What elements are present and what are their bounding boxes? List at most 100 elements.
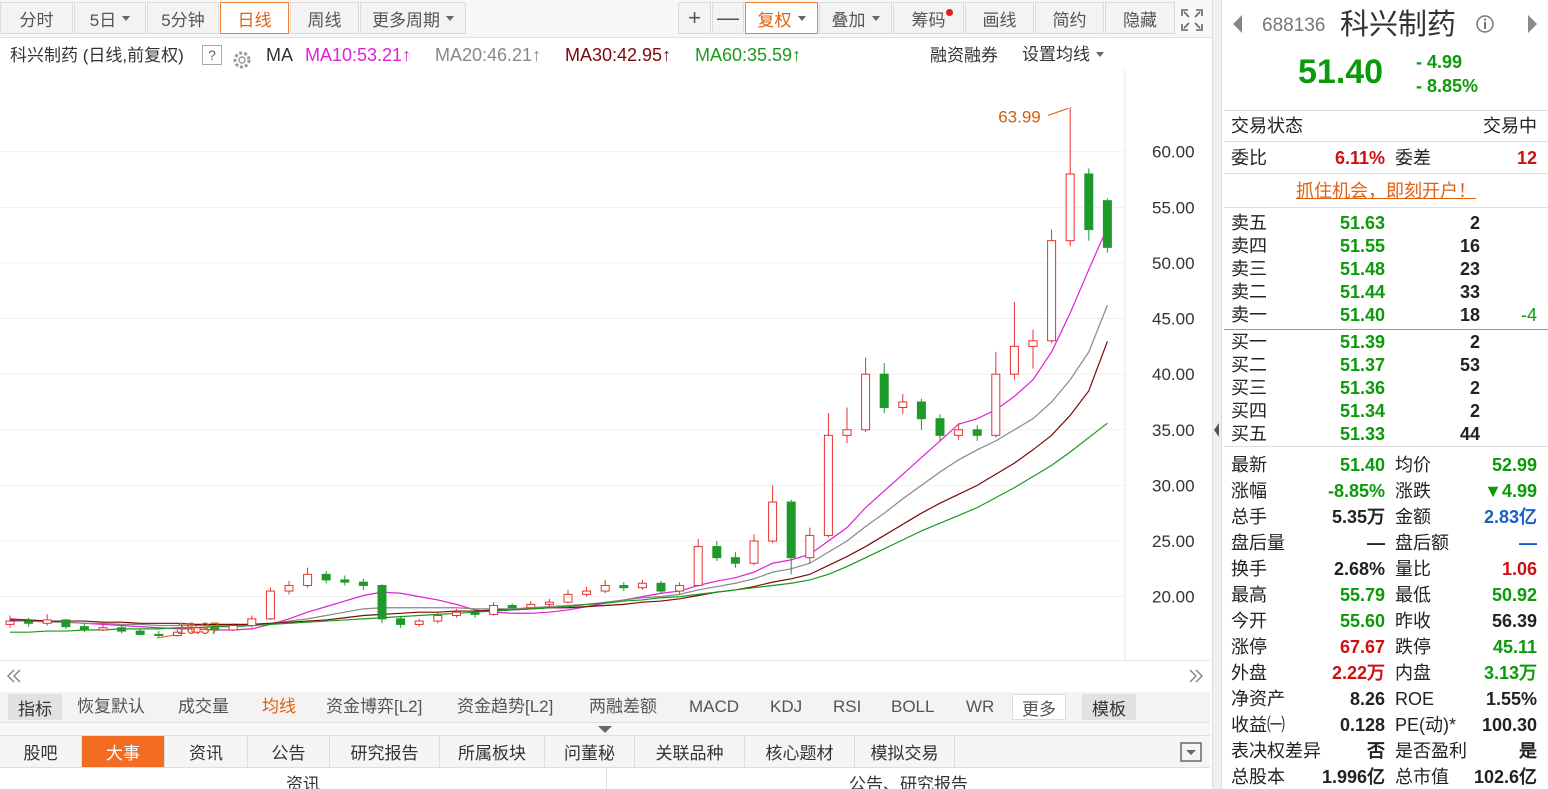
bottom-tab[interactable]: 资讯 — [165, 736, 248, 767]
candle — [712, 540, 722, 562]
bottom-tab[interactable]: 大事 — [82, 736, 165, 767]
indicator-tab[interactable]: RSI — [833, 697, 862, 716]
stat-label: 盘后量 — [1231, 533, 1285, 553]
bottom-tab[interactable]: 问董秘 — [545, 736, 635, 767]
period-button[interactable]: 分时 — [0, 2, 73, 34]
candle — [526, 601, 536, 609]
bottom-tab[interactable]: 模拟交易 — [855, 736, 955, 767]
candle-body — [823, 434, 833, 536]
prev-stock[interactable] — [1230, 12, 1246, 36]
candle-body — [24, 620, 34, 624]
candle-body — [61, 619, 71, 628]
candle-body — [1028, 340, 1038, 347]
candle — [117, 625, 127, 634]
download-icon[interactable] — [1178, 740, 1204, 764]
splitter[interactable] — [1212, 0, 1222, 789]
indicator-tab[interactable]: 均线 — [262, 697, 296, 716]
info-icon[interactable] — [1474, 13, 1496, 35]
stat-label: 量比 — [1395, 559, 1431, 579]
candle-body — [191, 627, 201, 633]
indicator-tab[interactable]: BOLL — [891, 697, 935, 716]
indicator-tab[interactable]: 成交量 — [178, 697, 229, 716]
bottom-tab[interactable]: 关联品种 — [635, 736, 745, 767]
candle-body — [172, 631, 182, 637]
help-button[interactable]: ? — [202, 45, 222, 65]
stat-value: — — [1367, 533, 1385, 553]
tool-button[interactable]: 筹码 — [893, 2, 964, 34]
bottom-tab[interactable]: 核心题材 — [745, 736, 855, 767]
indicator-tab[interactable]: 指标 — [8, 694, 62, 720]
ma-legend: MA30:42.95↑ — [565, 45, 672, 65]
indicator-tab[interactable]: 资金博弈[L2] — [326, 697, 423, 716]
next-stock[interactable] — [1524, 12, 1540, 36]
candle — [358, 578, 368, 590]
candle — [210, 626, 220, 633]
y-tick-label: 35.00 — [1152, 421, 1195, 440]
tool-button[interactable]: 简约 — [1035, 2, 1104, 34]
stat-value: 102.6亿 — [1473, 767, 1537, 787]
candle — [1047, 229, 1057, 344]
indicator-tab[interactable]: 资金趋势[L2] — [457, 697, 554, 716]
candle — [786, 499, 796, 575]
candle-body — [935, 418, 945, 436]
candle — [768, 485, 778, 544]
indicator-tab[interactable]: 更多 — [1012, 694, 1066, 720]
indicator-tab[interactable]: KDJ — [770, 697, 803, 716]
bottom-tab[interactable]: 公告 — [248, 736, 330, 767]
footer-title: 公告、研究报告 — [849, 775, 968, 789]
collapse-arrow[interactable] — [590, 724, 620, 734]
promo[interactable]: 抓住机会，即刻开户！ — [1296, 181, 1476, 201]
separator — [1224, 110, 1548, 111]
bottom-tab[interactable]: 股吧 — [0, 736, 82, 767]
indicator-tab[interactable]: WR — [966, 697, 995, 716]
candle-body — [210, 627, 220, 631]
candle-body — [656, 582, 666, 592]
period-button[interactable]: 5分钟 — [147, 2, 219, 34]
ma-legend: MA10:53.21↑ — [305, 45, 412, 65]
candle-body — [842, 429, 852, 436]
link[interactable]: 设置均线 — [1022, 46, 1104, 63]
indicator-tab[interactable]: 恢复默认 — [77, 697, 145, 716]
candle-body — [228, 625, 238, 631]
scroll-right[interactable] — [1186, 666, 1206, 686]
tool-button[interactable]: 隐藏 — [1105, 2, 1175, 34]
candle — [265, 587, 275, 620]
scroll-left[interactable] — [4, 666, 24, 686]
y-tick-label: 45.00 — [1152, 310, 1195, 329]
candle — [842, 407, 852, 444]
candle — [451, 608, 461, 618]
gear-icon[interactable] — [230, 48, 254, 72]
tool-button[interactable]: — — [712, 2, 744, 34]
bottom-tab[interactable]: 所属板块 — [440, 736, 545, 767]
stat-label: 是否盈利 — [1395, 741, 1467, 761]
tool-button[interactable]: 复权 — [745, 2, 818, 34]
candle — [489, 602, 499, 616]
bottom-tab[interactable]: 研究报告 — [330, 736, 440, 767]
period-button[interactable]: 周线 — [290, 2, 359, 34]
candle-body — [544, 601, 554, 605]
candle — [619, 582, 629, 592]
period-button[interactable]: 更多周期 — [360, 2, 466, 34]
tool-button[interactable]: 叠加 — [819, 2, 892, 34]
candle-body — [582, 590, 592, 595]
y-tick-label: 25.00 — [1152, 532, 1195, 551]
candle-body — [284, 584, 294, 592]
indicator-tab[interactable]: MACD — [689, 697, 740, 716]
candle — [396, 616, 406, 628]
last-price: 51.40 — [1298, 53, 1384, 91]
candle-body — [972, 429, 982, 436]
period-button[interactable]: 日线 — [220, 2, 289, 34]
stat-value: 45.11 — [1492, 637, 1537, 657]
link[interactable]: 融资融券 — [930, 45, 998, 65]
tool-button[interactable]: + — [678, 2, 711, 34]
stat-value: 56.39 — [1491, 611, 1537, 631]
indicator-tab[interactable]: 模板 — [1082, 694, 1136, 720]
fullscreen-icon[interactable] — [1178, 6, 1206, 34]
candle-body — [768, 501, 778, 542]
candle — [414, 618, 424, 627]
indicator-tab[interactable]: 两融差额 — [589, 697, 657, 716]
period-button[interactable]: 5日 — [74, 2, 146, 34]
candle — [98, 623, 108, 632]
tool-button[interactable]: 画线 — [965, 2, 1034, 34]
candle-body — [693, 546, 703, 586]
